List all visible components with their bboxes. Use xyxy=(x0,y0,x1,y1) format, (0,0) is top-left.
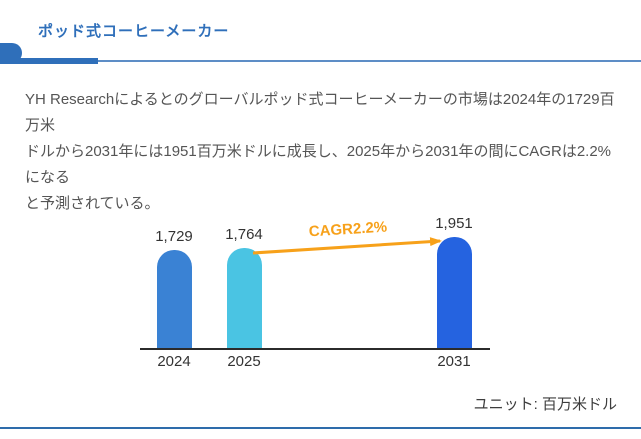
x-tick-2024: 2024 xyxy=(157,353,191,370)
bar-2025 xyxy=(226,248,262,348)
unit-label: ユニット: 百万米ドル xyxy=(473,396,617,413)
bar-2024 xyxy=(156,250,192,348)
x-axis-line xyxy=(140,348,490,350)
bar-chart: 1,729 2024 1,764 2025 1,951 2031 CAGR2.2% xyxy=(0,195,641,385)
paragraph-line-1: YH Researchによるとのグローバルポッド式コーヒーメーカーの市場は202… xyxy=(25,91,615,134)
paragraph-line-2: ドルから2031年には1951百万米ドルに成長し、2025年から2031年の間に… xyxy=(25,143,612,186)
x-tick-2025: 2025 xyxy=(227,353,261,370)
header-underline-thick xyxy=(0,58,98,64)
bar-value-2025: 1,764 xyxy=(225,226,263,243)
bar-2031 xyxy=(436,237,472,348)
page-title: ポッド式コーヒーメーカー xyxy=(38,23,230,40)
bar-value-2024: 1,729 xyxy=(155,228,193,245)
cagr-arrow xyxy=(252,237,442,255)
header-underline-thin xyxy=(98,60,641,62)
paragraph-line-3: と予測されている。 xyxy=(25,195,160,212)
x-tick-2031: 2031 xyxy=(437,353,471,370)
description-paragraph: YH Researchによるとのグローバルポッド式コーヒーメーカーの市場は202… xyxy=(25,87,625,217)
bar-value-2031: 1,951 xyxy=(435,215,473,232)
footer-divider xyxy=(0,427,641,429)
